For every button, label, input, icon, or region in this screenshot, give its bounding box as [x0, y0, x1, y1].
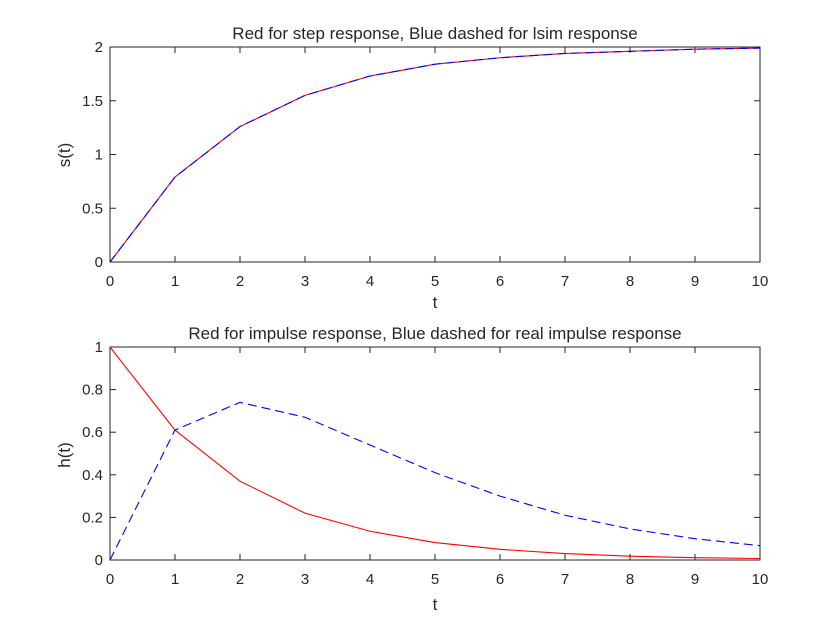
- top-x-tick-label: 10: [752, 273, 769, 290]
- bottom-x-tick-label: 3: [301, 571, 309, 588]
- top-x-tick-label: 0: [106, 273, 114, 290]
- top-chart-title: Red for step response, Blue dashed for l…: [232, 24, 637, 43]
- bottom-x-tick-label: 1: [171, 571, 179, 588]
- top-y-tick-label: 0.5: [82, 200, 103, 217]
- bottom-x-tick-label: 9: [691, 571, 699, 588]
- bottom-x-tick-label: 2: [236, 571, 244, 588]
- top-series-red-line: [109, 47, 761, 263]
- bottom-x-tick-label: 5: [431, 571, 439, 588]
- bottom-y-tick-label: 0.4: [82, 467, 103, 484]
- bottom-y-tick-label: 0: [95, 552, 103, 569]
- bottom-x-tick-label: 4: [366, 571, 374, 588]
- bottom-x-tick-label: 10: [752, 571, 769, 588]
- top-axes: Red for step response, Blue dashed for l…: [55, 24, 768, 312]
- bottom-series-blue-line: [109, 401, 761, 561]
- top-x-tick-label: 8: [626, 273, 634, 290]
- bottom-series-red-line: [109, 346, 761, 560]
- top-x-tick-label: 2: [236, 273, 244, 290]
- top-axes-box: [109, 46, 761, 263]
- top-x-tick-label: 7: [561, 273, 569, 290]
- top-series-blue-line: [109, 47, 761, 263]
- top-y-tick-label: 0: [95, 254, 103, 271]
- top-y-tick-label: 1.5: [82, 93, 103, 110]
- top-y-axis-label: s(t): [55, 143, 74, 168]
- bottom-x-tick-label: 0: [106, 571, 114, 588]
- bottom-x-tick-label: 7: [561, 571, 569, 588]
- bottom-x-axis-label: t: [433, 595, 438, 614]
- bottom-x-tick-label: 6: [496, 571, 504, 588]
- top-x-tick-label: 4: [366, 273, 374, 290]
- top-x-tick-label: 3: [301, 273, 309, 290]
- bottom-axes: Red for impulse response, Blue dashed fo…: [55, 324, 768, 614]
- top-x-tick-label: 1: [171, 273, 179, 290]
- bottom-y-tick-label: 0.8: [82, 382, 103, 399]
- top-x-tick-label: 6: [496, 273, 504, 290]
- bottom-chart-title: Red for impulse response, Blue dashed fo…: [188, 324, 681, 343]
- top-x-axis-label: t: [433, 293, 438, 312]
- top-x-tick-label: 5: [431, 273, 439, 290]
- bottom-y-tick-label: 0.2: [82, 509, 103, 526]
- bottom-y-axis-label: h(t): [55, 442, 74, 468]
- bottom-x-tick-label: 8: [626, 571, 634, 588]
- bottom-axes-box: [109, 346, 761, 561]
- bottom-y-tick-label: 0.6: [82, 424, 103, 441]
- top-x-tick-label: 9: [691, 273, 699, 290]
- top-y-tick-label: 2: [95, 39, 103, 56]
- top-y-tick-label: 1: [95, 147, 103, 164]
- bottom-y-tick-label: 1: [95, 339, 103, 356]
